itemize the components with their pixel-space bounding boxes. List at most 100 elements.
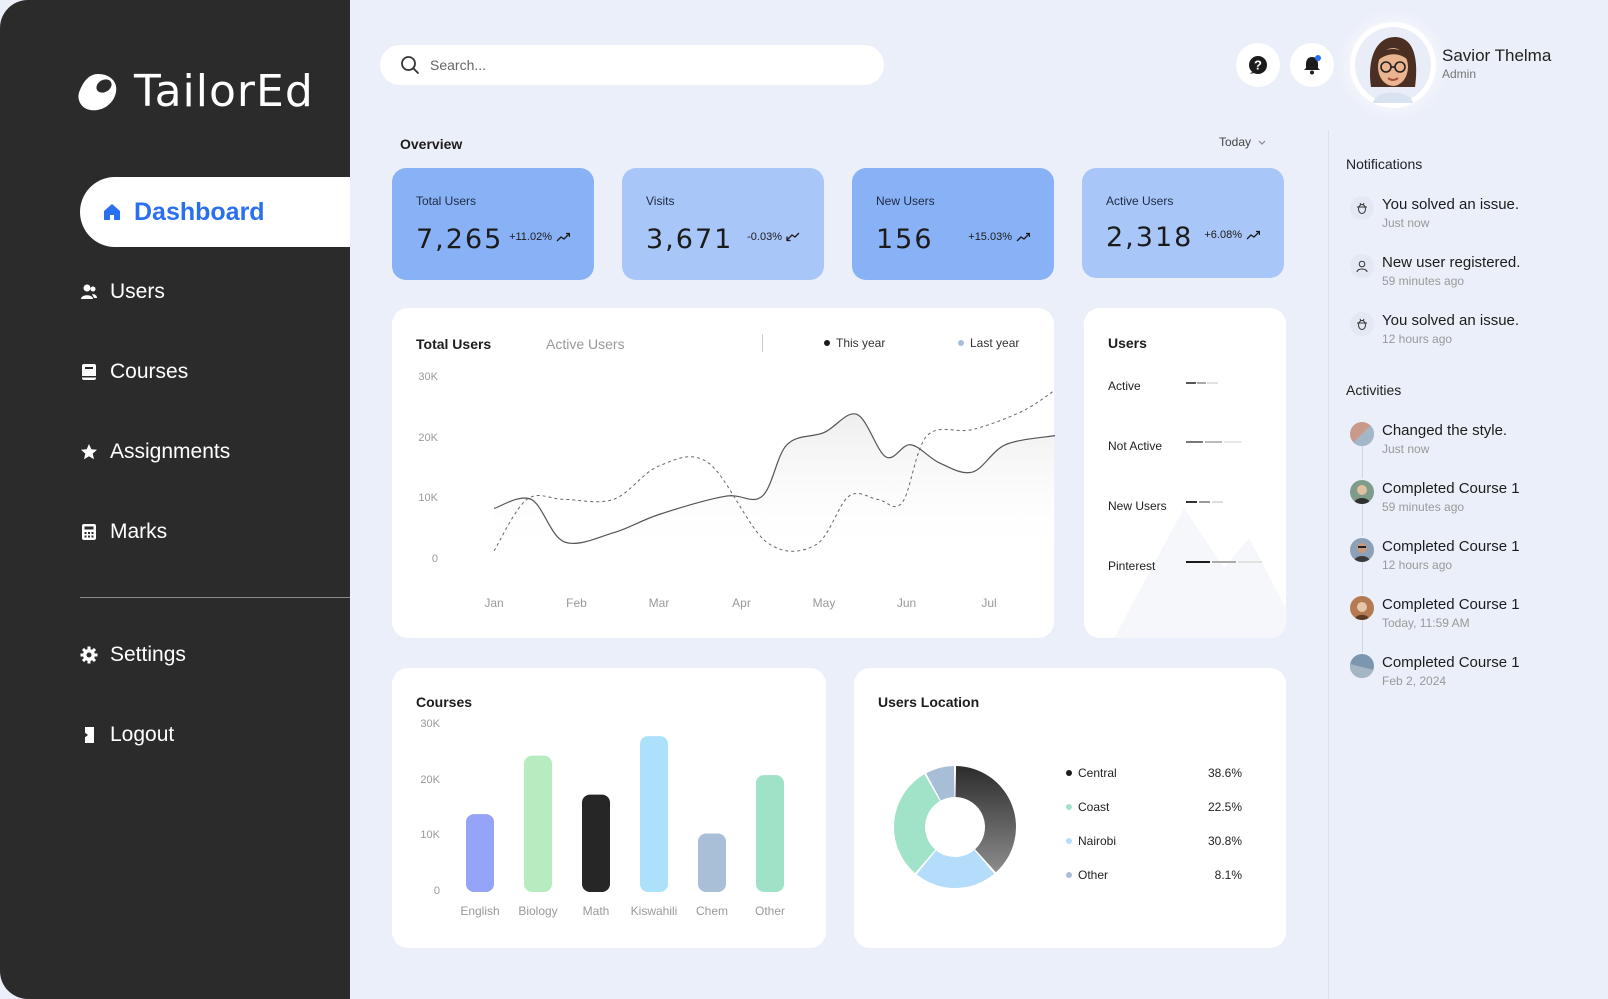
users-row-pinterest: Pinterest [1108, 559, 1156, 573]
users-row-not-active: Not Active [1108, 439, 1163, 453]
line-xtick-label: Jul [981, 596, 997, 610]
activity-avatar-icon [1350, 538, 1374, 562]
user-name: Savior Thelma [1442, 46, 1552, 65]
bar-xtick-label: Other [754, 904, 785, 918]
activity-text: Completed Course 1 [1382, 480, 1520, 497]
stat-change: +11.02% [509, 231, 570, 243]
this-year-line [493, 413, 1056, 544]
stat-change-text: +11.02% [509, 231, 552, 243]
bar-biology[interactable] [524, 755, 552, 892]
courses-card-title: Courses [416, 694, 473, 710]
sidebar-item-users[interactable]: Users [80, 257, 350, 327]
stat-value: 3,671 [646, 224, 734, 255]
legend-dot [958, 340, 964, 346]
trend-up-icon [1246, 230, 1260, 240]
sidebar-item-settings[interactable]: Settings [80, 620, 350, 690]
sidebar-item-marks[interactable]: Marks [80, 497, 350, 567]
stat-change-text: -0.03% [747, 231, 782, 243]
donut-slice-coast[interactable] [916, 849, 995, 888]
activity-avatar-icon [1350, 654, 1374, 678]
stat-change-text: +15.03% [968, 231, 1012, 243]
trend-up-icon [1016, 232, 1030, 242]
donut-slice-nairobi[interactable] [894, 774, 940, 874]
activity-text: Completed Course 1 [1382, 654, 1520, 671]
activity-time: Feb 2, 2024 [1382, 674, 1447, 688]
notification-text: New user registered. [1382, 254, 1521, 271]
notification-text: You solved an issue. [1382, 312, 1520, 329]
notification-item[interactable]: You solved an issue. Just now [1350, 196, 1519, 230]
stat-card-new-users[interactable]: New Users 156 +15.03% [852, 168, 1054, 280]
bar-ytick-label: 30K [420, 718, 440, 730]
line-xtick-label: Apr [732, 596, 751, 610]
bar-math[interactable] [582, 794, 610, 892]
help-button[interactable]: ? [1236, 43, 1280, 87]
location-name: Nairobi [1078, 834, 1117, 848]
sidebar-nav: Dashboard Users Courses Assignments Mark… [80, 177, 350, 577]
activities-title: Activities [1346, 382, 1402, 398]
svg-text:?: ? [1254, 58, 1262, 73]
period-select[interactable]: Today [1219, 135, 1267, 149]
activity-item[interactable]: Completed Course 1 Feb 2, 2024 [1350, 654, 1520, 688]
help-icon: ? [1249, 56, 1267, 74]
tab-total-users[interactable]: Total Users [416, 336, 492, 352]
legend-dot [1066, 804, 1072, 810]
line-xtick-label: Jan [484, 596, 504, 610]
location-row-nairobi: Nairobi 30.8% [1066, 834, 1242, 848]
bar-xtick-label: Biology [518, 904, 558, 918]
sidebar-item-logout[interactable]: Logout [80, 700, 350, 770]
avatar[interactable] [1350, 22, 1436, 108]
location-row-other: Other 8.1% [1066, 868, 1242, 882]
bar-xtick-label: English [460, 904, 500, 918]
stat-card-total-users[interactable]: Total Users 7,265 +11.02% [392, 168, 594, 280]
search-input[interactable] [430, 57, 850, 73]
sidebar-item-assignments[interactable]: Assignments [80, 417, 350, 487]
stat-card-active-users[interactable]: Active Users 2,318 +6.08% [1082, 168, 1284, 278]
activity-time: Just now [1382, 442, 1430, 456]
sidebar-item-courses[interactable]: Courses [80, 337, 350, 407]
notification-time: 12 hours ago [1382, 332, 1453, 346]
sidebar-item-label: Marks [110, 520, 168, 543]
activity-item[interactable]: Completed Course 1 Today, 11:59 AM [1350, 596, 1520, 630]
sidebar: TailorEd Dashboard Users Courses Assignm… [0, 0, 350, 999]
book-icon [82, 364, 96, 380]
users-location-donut [894, 766, 1016, 888]
activity-item[interactable]: Completed Course 1 12 hours ago [1350, 538, 1520, 572]
notifications-button[interactable] [1290, 43, 1334, 87]
users-location-title: Users Location [878, 694, 980, 710]
logo-icon [78, 73, 117, 110]
app-logo[interactable]: TailorEd [76, 66, 314, 117]
users-sparklines [1186, 382, 1262, 563]
activity-item[interactable]: Completed Course 1 59 minutes ago [1350, 480, 1520, 514]
legend-last-year: Last year [958, 336, 1019, 350]
bar-english[interactable] [466, 814, 494, 892]
location-name: Central [1078, 766, 1117, 780]
notification-item[interactable]: You solved an issue. 12 hours ago [1350, 312, 1519, 346]
sidebar-item-label: Assignments [110, 440, 231, 463]
activity-item[interactable]: Changed the style. Just now [1350, 422, 1507, 456]
line-ytick-label: 30K [418, 371, 438, 383]
stat-label: Total Users [416, 194, 477, 208]
bar-kiswahili[interactable] [640, 736, 668, 892]
tab-active-users[interactable]: Active Users [546, 336, 625, 352]
bar-chem[interactable] [698, 833, 726, 892]
line-xtick-label: Feb [566, 596, 587, 610]
sidebar-bottom-nav: Settings Logout [80, 620, 350, 780]
line-ytick-label: 0 [431, 553, 438, 565]
period-label: Today [1219, 135, 1252, 149]
notification-item[interactable]: New user registered. 59 minutes ago [1350, 254, 1520, 288]
donut-slice-other[interactable] [926, 766, 955, 801]
this-year-area [494, 413, 1055, 560]
sidebar-item-label: Logout [110, 723, 175, 746]
donut-slice-central[interactable] [955, 766, 1016, 873]
sidebar-item-label: Users [110, 280, 165, 303]
notification-text: You solved an issue. [1382, 196, 1520, 213]
users-card [1084, 308, 1286, 638]
stat-value: 2,318 [1106, 222, 1194, 253]
stat-card-visits[interactable]: Visits 3,671 -0.03% [622, 168, 824, 280]
search-bar[interactable] [380, 45, 884, 85]
activity-time: Today, 11:59 AM [1382, 616, 1470, 630]
sidebar-divider [80, 597, 350, 598]
sidebar-item-dashboard[interactable]: Dashboard [80, 177, 350, 247]
bar-other[interactable] [756, 775, 784, 892]
notifications-title: Notifications [1346, 156, 1423, 172]
